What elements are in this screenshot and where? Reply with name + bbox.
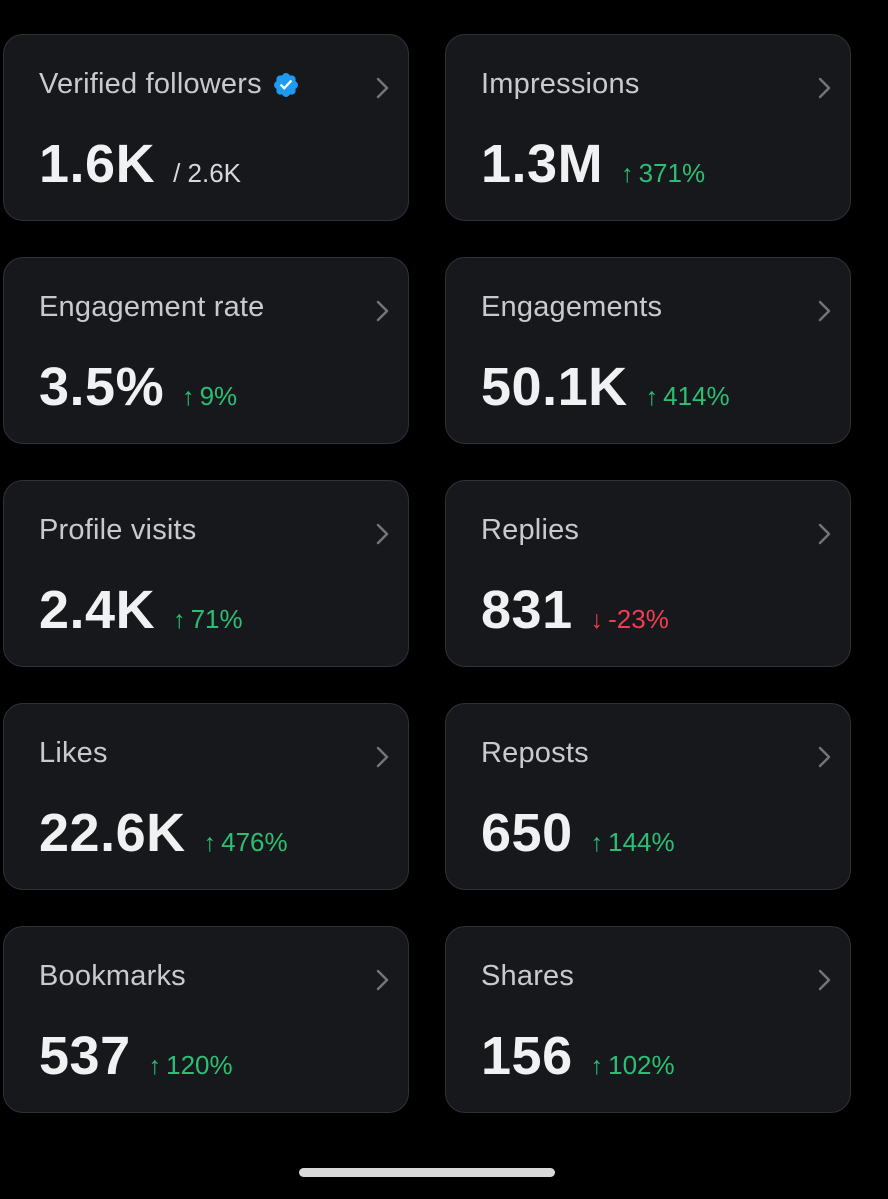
arrow-up-icon: ↑: [173, 606, 186, 634]
metric-value: 650: [481, 803, 573, 863]
metric-value: 537: [39, 1026, 131, 1086]
metric-delta: ↑ 9%: [182, 381, 237, 412]
value-row: 50.1K ↑ 414%: [481, 356, 730, 418]
metric-value: 2.4K: [39, 580, 156, 640]
chevron-right-icon: [376, 300, 389, 322]
chevron-right-icon: [376, 969, 389, 991]
arrow-up-icon: ↑: [645, 383, 659, 411]
chevron-right-icon: [818, 300, 831, 322]
arrow-up-icon: ↑: [203, 829, 217, 857]
card-replies[interactable]: Replies 831 ↓ -23%: [445, 480, 851, 667]
card-title: Shares: [481, 960, 575, 992]
metric-delta: ↑ 71%: [173, 604, 243, 635]
card-title: Verified followers: [39, 68, 300, 101]
card-title: Impressions: [481, 68, 640, 100]
card-title-label: Verified followers: [39, 68, 262, 100]
metric-value: 1.6K: [39, 134, 156, 194]
arrow-up-icon: ↑: [148, 1052, 162, 1080]
value-row: 537 ↑ 120%: [39, 1025, 233, 1087]
chevron-right-icon: [818, 523, 831, 545]
delta-value: 144%: [608, 827, 675, 857]
card-engagement-rate[interactable]: Engagement rate 3.5% ↑ 9%: [3, 257, 409, 444]
card-title: Likes: [39, 737, 108, 769]
card-likes[interactable]: Likes 22.6K ↑ 476%: [3, 703, 409, 890]
card-title: Profile visits: [39, 514, 197, 546]
metric-delta: ↑ 476%: [204, 827, 288, 858]
chevron-right-icon: [376, 523, 389, 545]
home-indicator[interactable]: [299, 1168, 555, 1177]
arrow-up-icon: ↑: [621, 160, 634, 188]
metric-delta: ↑ 102%: [591, 1050, 675, 1081]
card-bookmarks[interactable]: Bookmarks 537 ↑ 120%: [3, 926, 409, 1113]
value-row: 22.6K ↑ 476%: [39, 802, 288, 864]
metric-value: 3.5%: [39, 357, 165, 417]
chevron-right-icon: [376, 77, 389, 99]
card-title: Engagements: [481, 291, 663, 323]
value-row: 1.6K / 2.6K: [39, 133, 241, 195]
card-verified-followers[interactable]: Verified followers 1.6K / 2.6K: [3, 34, 409, 221]
delta-value: 71%: [190, 604, 243, 634]
delta-value: 371%: [638, 158, 706, 188]
card-title: Replies: [481, 514, 580, 546]
delta-value: 9%: [199, 381, 238, 411]
card-impressions[interactable]: Impressions 1.3M ↑ 371%: [445, 34, 851, 221]
metric-total: / 2.6K: [173, 158, 242, 188]
value-row: 156 ↑ 102%: [481, 1025, 675, 1087]
metric-delta: ↑ 144%: [591, 827, 675, 858]
arrow-up-icon: ↑: [590, 1052, 604, 1080]
delta-value: 120%: [166, 1050, 233, 1080]
metric-delta: ↑ 414%: [646, 381, 730, 412]
metric-value: 831: [481, 580, 573, 640]
value-row: 650 ↑ 144%: [481, 802, 675, 864]
delta-value: -23%: [608, 604, 669, 634]
metric-value: 1.3M: [481, 134, 604, 194]
chevron-right-icon: [376, 746, 389, 768]
card-engagements[interactable]: Engagements 50.1K ↑ 414%: [445, 257, 851, 444]
arrow-up-icon: ↑: [182, 383, 195, 411]
card-reposts[interactable]: Reposts 650 ↑ 144%: [445, 703, 851, 890]
card-title: Reposts: [481, 737, 589, 769]
chevron-right-icon: [818, 746, 831, 768]
metric-value: 50.1K: [481, 357, 628, 417]
value-row: 3.5% ↑ 9%: [39, 356, 237, 418]
chevron-right-icon: [818, 969, 831, 991]
metric-value: 22.6K: [39, 803, 186, 863]
card-shares[interactable]: Shares 156 ↑ 102%: [445, 926, 851, 1113]
verified-badge-icon: [273, 72, 298, 97]
delta-value: 476%: [221, 827, 288, 857]
delta-value: 102%: [608, 1050, 675, 1080]
card-profile-visits[interactable]: Profile visits 2.4K ↑ 71%: [3, 480, 409, 667]
value-row: 2.4K ↑ 71%: [39, 579, 243, 641]
chevron-right-icon: [818, 77, 831, 99]
card-title: Engagement rate: [39, 291, 265, 323]
value-row: 831 ↓ -23%: [481, 579, 669, 641]
metric-value: 156: [481, 1026, 573, 1086]
arrow-down-icon: ↓: [590, 606, 604, 634]
metric-delta: ↓ -23%: [591, 604, 669, 635]
metric-delta: ↑ 371%: [621, 158, 705, 189]
analytics-grid: Verified followers 1.6K / 2.6K Impressio…: [3, 34, 851, 1113]
arrow-up-icon: ↑: [590, 829, 604, 857]
metric-delta: ↑ 120%: [149, 1050, 233, 1081]
delta-value: 414%: [663, 381, 730, 411]
card-title: Bookmarks: [39, 960, 186, 992]
value-row: 1.3M ↑ 371%: [481, 133, 705, 195]
